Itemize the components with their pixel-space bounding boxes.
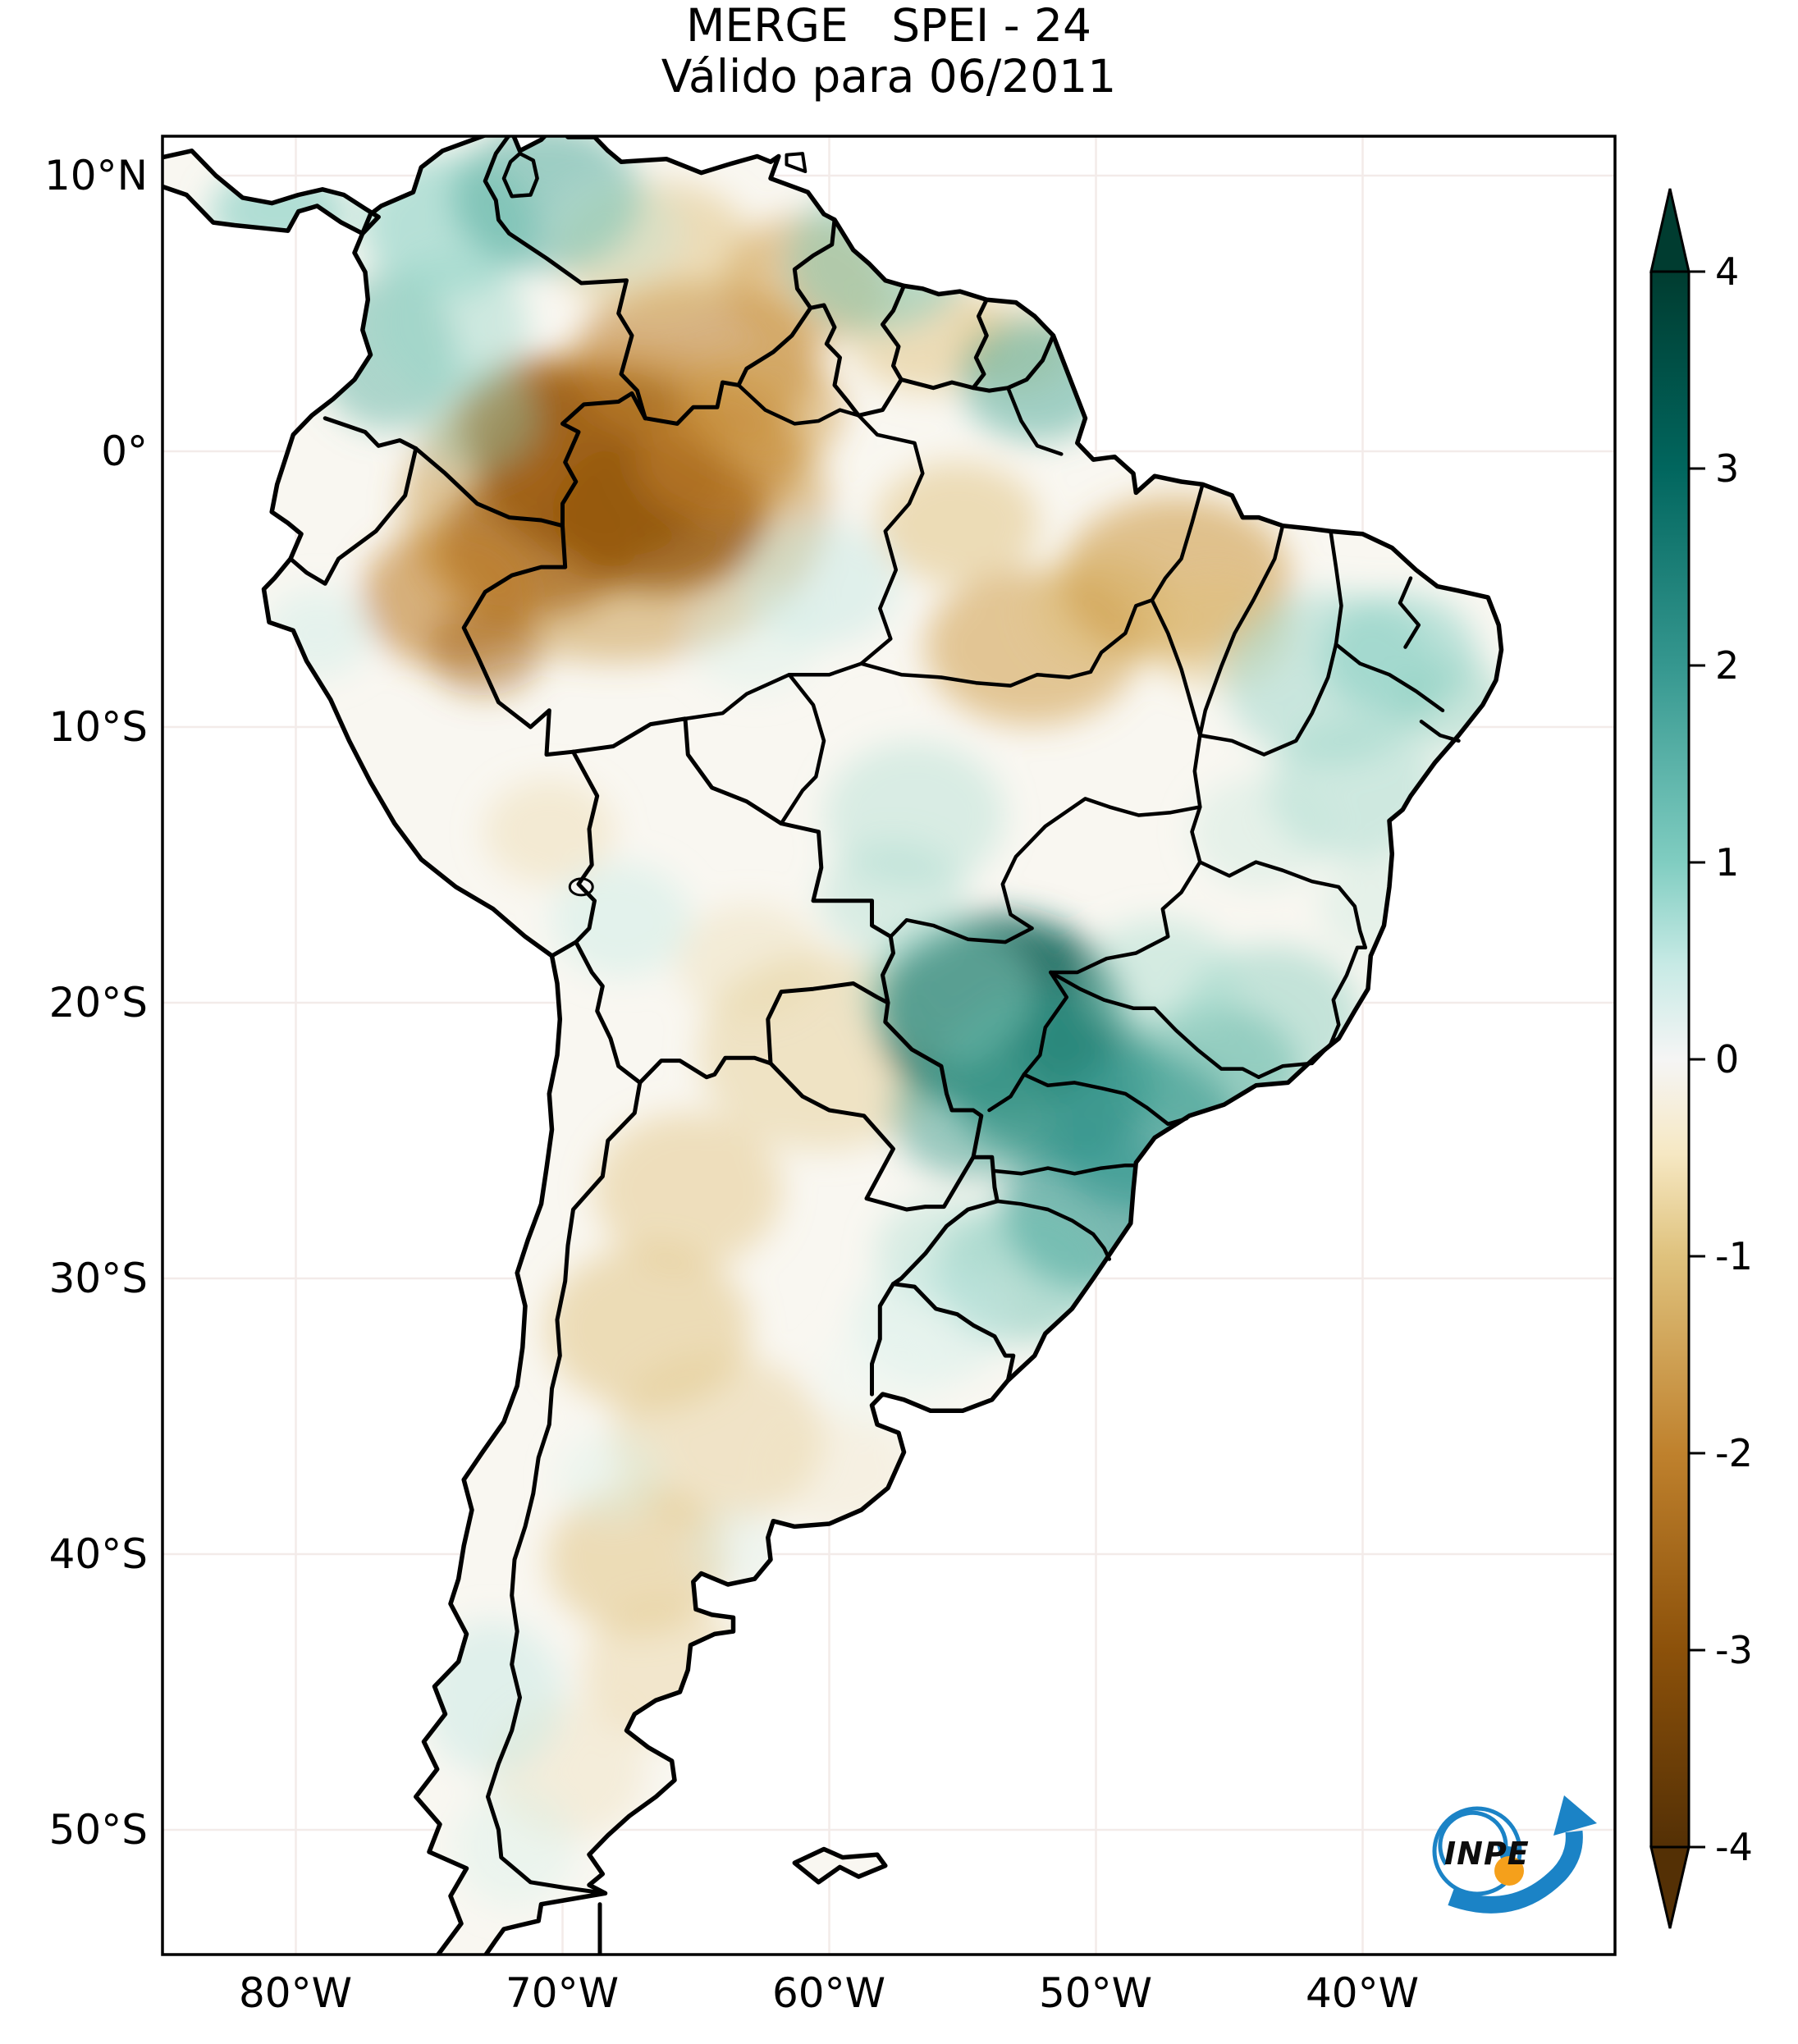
lon-label-80w: 80°W xyxy=(239,1969,352,2017)
inpe-logo-arrowhead xyxy=(1553,1795,1597,1836)
lat-label-10s: 10°S xyxy=(49,703,148,751)
cbar-label-4: 4 xyxy=(1715,249,1739,294)
lon-label-50w: 50°W xyxy=(1039,1969,1152,2017)
chart-title: MERGE SPEI - 24 xyxy=(686,0,1091,52)
cbar-label-m4: -4 xyxy=(1715,1825,1753,1869)
cbar-label-3: 3 xyxy=(1715,446,1739,491)
colorbar: 4 3 2 1 0 -1 -2 -3 -4 xyxy=(1649,188,1753,1929)
lon-label-40w: 40°W xyxy=(1306,1969,1419,2017)
lat-label-30s: 30°S xyxy=(49,1255,148,1302)
cbar-label-1: 1 xyxy=(1715,840,1739,885)
lon-label-70w: 70°W xyxy=(506,1969,619,2017)
lat-label-40s: 40°S xyxy=(49,1530,148,1578)
map-canvas xyxy=(162,136,1615,1955)
chart-subtitle: Válido para 06/2011 xyxy=(661,50,1117,103)
lat-label-20s: 20°S xyxy=(49,979,148,1027)
cbar-label-0: 0 xyxy=(1715,1037,1739,1081)
inpe-logo-text: INPE xyxy=(1444,1836,1530,1872)
cbar-label-m2: -2 xyxy=(1715,1431,1753,1475)
cbar-label-m3: -3 xyxy=(1715,1628,1753,1672)
lat-label-10n: 10°N xyxy=(44,152,148,199)
colorbar-gradient xyxy=(1649,270,1690,1849)
colorbar-top-arrow xyxy=(1649,188,1690,273)
colorbar-ticks xyxy=(1689,270,1705,1849)
inpe-logo: INPE xyxy=(1432,1795,1597,1914)
cbar-label-m1: -1 xyxy=(1715,1234,1753,1278)
cbar-label-2: 2 xyxy=(1715,643,1739,688)
colorbar-bottom-arrow xyxy=(1649,1845,1690,1929)
lon-label-60w: 60°W xyxy=(772,1969,885,2017)
inpe-logo-orange-dot xyxy=(1494,1856,1524,1886)
lat-label-0: 0° xyxy=(101,428,148,475)
lat-label-50s: 50°S xyxy=(49,1806,148,1854)
map-frame xyxy=(161,135,1617,1956)
inpe-logo-swoosh xyxy=(1448,1830,1583,1914)
inpe-logo-spiral xyxy=(1438,1810,1508,1866)
